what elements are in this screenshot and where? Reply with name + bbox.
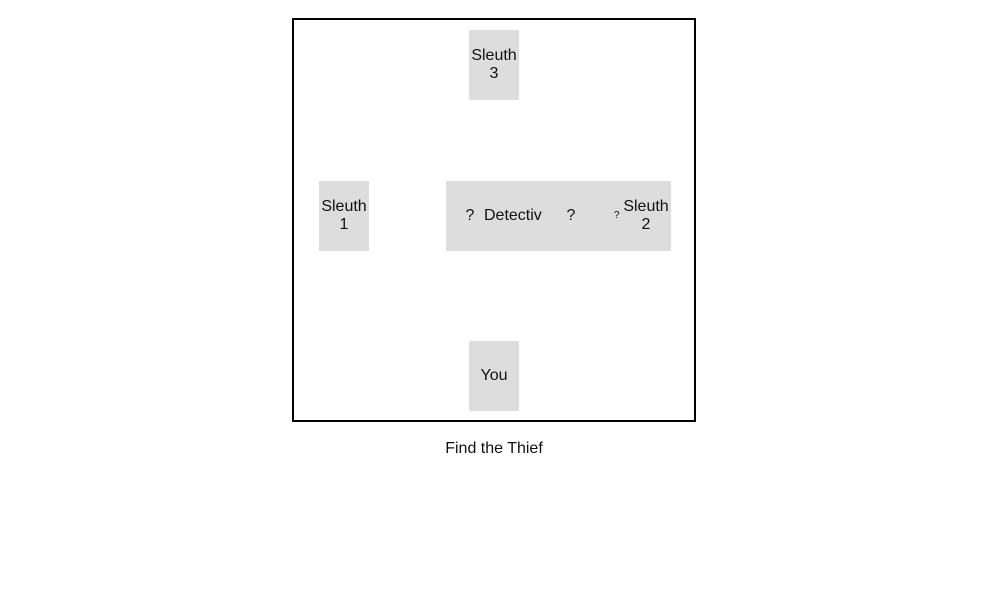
detective-card[interactable]: Detectiv	[484, 207, 542, 224]
sleuth-2-tile[interactable]: Sleuth 2	[621, 181, 671, 251]
hidden-card-3[interactable]: ?	[614, 210, 620, 221]
sleuth-1-label: Sleuth 1	[321, 198, 367, 233]
game-caption: Find the Thief	[445, 440, 543, 457]
hidden-card-1[interactable]: ?	[465, 207, 475, 224]
hidden-card-2[interactable]: ?	[566, 207, 576, 224]
you-label: You	[480, 367, 508, 384]
sleuth-1-tile[interactable]: Sleuth 1	[319, 181, 369, 251]
sleuth-2-label: Sleuth 2	[623, 198, 669, 233]
center-row: ? Detectiv ? ? Sleuth 2	[446, 181, 671, 251]
game-board: Sleuth 3 Sleuth 1 ? Detectiv ? ? Sleuth …	[292, 18, 696, 422]
you-tile[interactable]: You	[469, 341, 519, 411]
sleuth-3-tile[interactable]: Sleuth 3	[469, 30, 519, 100]
sleuth-3-label: Sleuth 3	[471, 47, 517, 82]
